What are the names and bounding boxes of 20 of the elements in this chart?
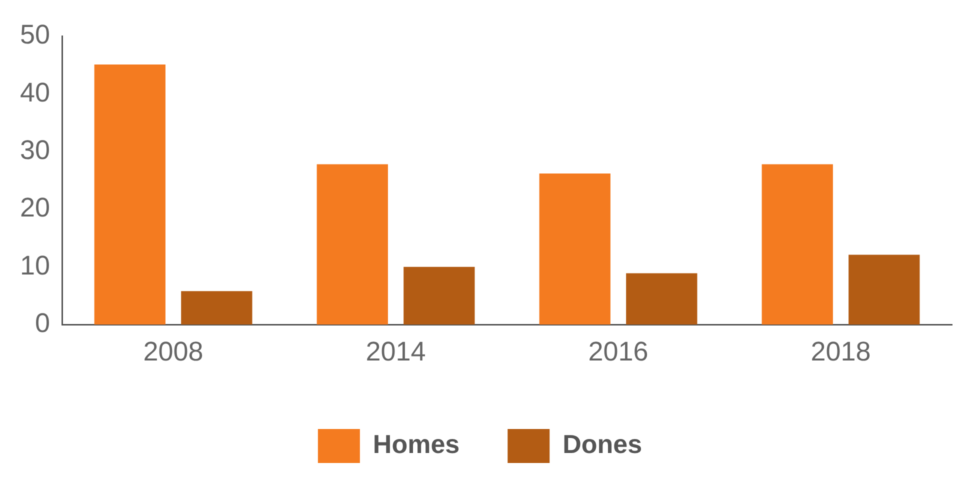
y-tick-label: 30: [20, 135, 50, 166]
x-tick-label: 2018: [810, 336, 871, 366]
y-tick-label: 10: [20, 250, 50, 280]
bar: [626, 273, 698, 325]
bar: [848, 254, 920, 325]
legend-label: Dones: [562, 429, 642, 460]
bar: [316, 164, 388, 325]
bar: [539, 173, 610, 325]
y-tick-label: 50: [20, 20, 50, 50]
x-tick-label: 2008: [143, 336, 204, 366]
x-tick-label: 2014: [366, 336, 426, 366]
bar: [181, 291, 252, 325]
bar: [762, 164, 833, 325]
bar: [94, 64, 166, 325]
y-tick-label: 0: [35, 308, 50, 338]
y-tick-label: 20: [20, 192, 50, 223]
x-tick-label: 2016: [588, 336, 648, 366]
legend-label: Homes: [372, 429, 460, 460]
bar: [404, 266, 475, 325]
y-tick-label: 40: [20, 77, 50, 108]
